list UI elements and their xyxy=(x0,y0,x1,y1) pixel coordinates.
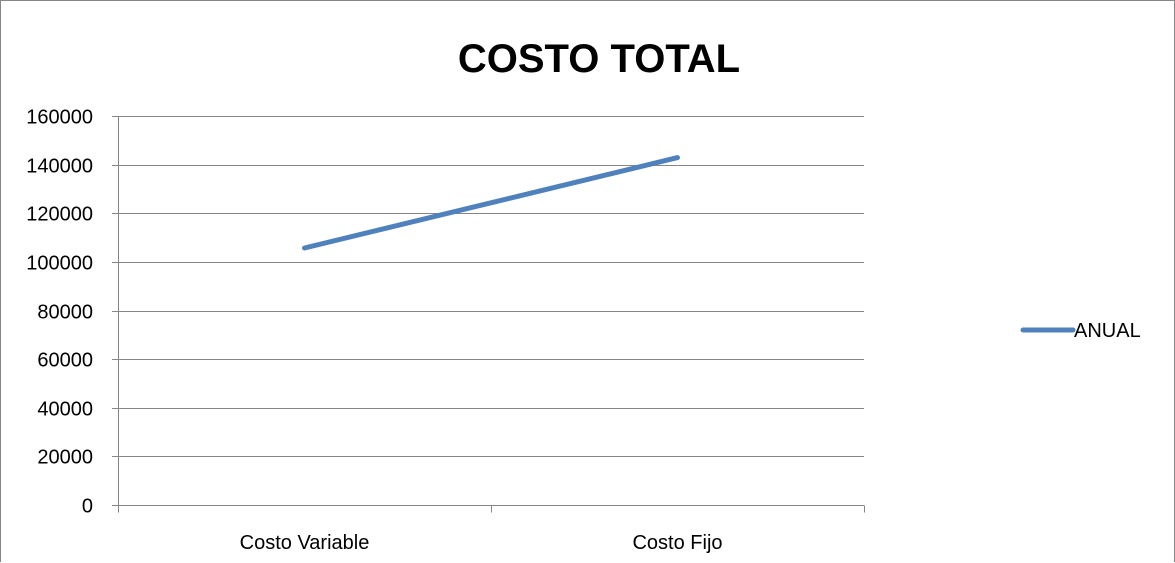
chart-title: COSTO TOTAL xyxy=(458,37,740,81)
y-tick-label: 160000 xyxy=(26,107,93,129)
legend-label: ANUAL xyxy=(1074,320,1141,342)
y-tick-label: 60000 xyxy=(37,350,93,372)
y-tick-label: 20000 xyxy=(37,447,93,469)
y-tick-label: 0 xyxy=(82,496,93,518)
y-tick-label: 140000 xyxy=(26,156,93,178)
x-tick-label: Costo Fijo xyxy=(632,532,722,554)
axes xyxy=(112,116,865,513)
gridlines xyxy=(118,116,864,457)
y-tick-label: 120000 xyxy=(26,204,93,226)
y-tick-label: 80000 xyxy=(37,302,93,324)
y-tick-labels: 0 20000 40000 60000 80000 100000 120000 140000 1… xyxy=(26,107,93,518)
y-tick-label: 100000 xyxy=(26,253,93,275)
x-tick-label: Costo Variable xyxy=(240,532,370,554)
x-tick-labels: Costo Variable Costo Fijo xyxy=(240,532,723,554)
y-tick-label: 40000 xyxy=(37,399,93,421)
series-lines xyxy=(302,155,680,251)
series-line-anual xyxy=(302,155,680,251)
legend: ANUAL xyxy=(1020,320,1141,342)
